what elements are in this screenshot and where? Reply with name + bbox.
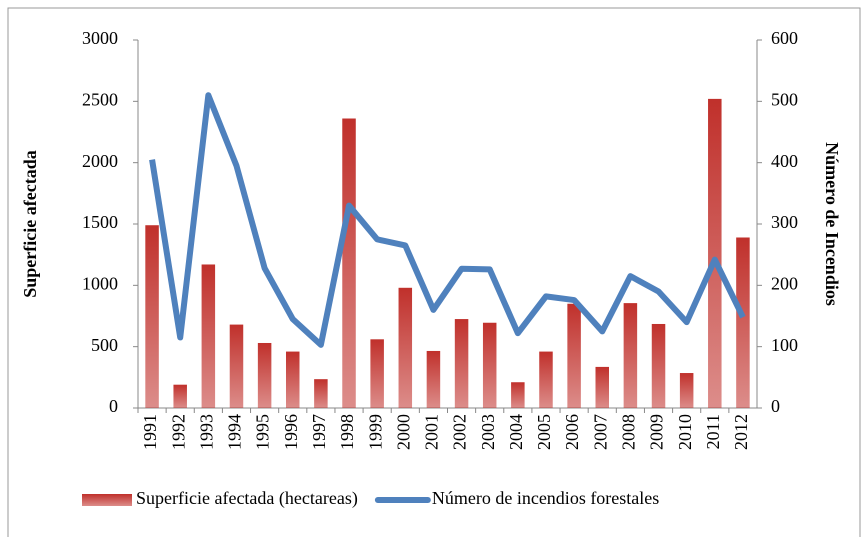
legend-label: Superficie afectada (hectareas) xyxy=(136,488,358,509)
y2-tick-label: 500 xyxy=(771,89,798,109)
x-tick-label: 2004 xyxy=(506,414,526,450)
bar xyxy=(539,351,553,408)
bar xyxy=(398,287,413,408)
bar xyxy=(482,322,497,408)
x-tick-label: 2003 xyxy=(478,414,498,450)
bar xyxy=(651,323,666,408)
bar xyxy=(285,351,300,408)
x-tick-label: 1998 xyxy=(337,414,357,450)
x-tick-label: 2001 xyxy=(422,414,442,450)
bar xyxy=(145,225,159,408)
bar xyxy=(708,98,722,408)
bar xyxy=(567,303,581,408)
y2-tick-label: 100 xyxy=(771,335,798,355)
x-tick-label: 1994 xyxy=(225,414,245,450)
x-tick-label: 2010 xyxy=(675,414,695,450)
y2-tick-label: 600 xyxy=(771,28,798,48)
y-tick-label: 3000 xyxy=(82,28,118,48)
y-tick-label: 0 xyxy=(109,396,118,416)
x-tick-label: 2007 xyxy=(590,414,610,450)
y-tick-label: 2000 xyxy=(82,151,118,171)
chart-border xyxy=(7,7,861,537)
x-tick-label: 2005 xyxy=(534,414,554,450)
y-tick-label: 2500 xyxy=(82,89,118,109)
bar xyxy=(229,324,244,408)
y2-axis-title: Número de Incendios xyxy=(822,142,842,306)
bar xyxy=(511,382,525,408)
y-axis-title: Superficie afectada xyxy=(20,150,40,297)
x-tick-label: 2009 xyxy=(647,414,667,450)
bar xyxy=(314,379,328,408)
bar xyxy=(342,118,356,409)
y2-tick-label: 0 xyxy=(771,396,780,416)
x-tick-label: 1991 xyxy=(140,414,160,450)
x-tick-label: 2006 xyxy=(562,414,582,450)
bar xyxy=(736,237,750,408)
bar xyxy=(623,303,638,408)
y2-tick-label: 400 xyxy=(771,151,798,171)
x-tick-label: 2008 xyxy=(619,414,639,450)
x-tick-label: 1999 xyxy=(365,414,385,450)
bar xyxy=(454,319,469,408)
y-tick-label: 1500 xyxy=(82,212,118,232)
x-tick-label: 2000 xyxy=(393,414,413,450)
bar xyxy=(679,373,694,408)
x-tick-label: 1992 xyxy=(168,414,188,450)
x-tick-label: 1995 xyxy=(253,414,273,450)
bar xyxy=(173,384,187,408)
bar xyxy=(426,350,441,408)
bar xyxy=(595,366,610,408)
x-tick-label: 2012 xyxy=(731,414,751,450)
bar xyxy=(257,342,272,408)
x-tick-label: 2002 xyxy=(450,414,470,450)
bar xyxy=(201,264,216,408)
legend-label: Número de incendios forestales xyxy=(432,488,659,508)
line xyxy=(149,92,746,348)
legend-swatch xyxy=(82,494,132,506)
x-tick-label: 1996 xyxy=(281,414,301,450)
bar xyxy=(370,339,384,408)
y2-tick-label: 300 xyxy=(771,212,798,232)
x-tick-label: 2011 xyxy=(703,414,723,449)
y-tick-label: 1000 xyxy=(82,273,118,293)
x-tick-label: 1993 xyxy=(196,414,216,450)
y-tick-label: 500 xyxy=(91,335,118,355)
y2-tick-label: 200 xyxy=(771,273,798,293)
x-tick-label: 1997 xyxy=(309,414,329,450)
